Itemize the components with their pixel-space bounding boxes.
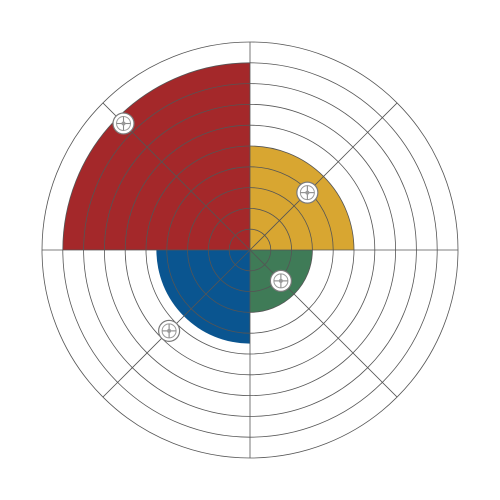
marker-center-dot <box>305 190 310 195</box>
grid-layer <box>41 41 459 459</box>
marker-center-dot <box>167 328 172 333</box>
marker-center-dot <box>278 278 283 283</box>
marker-top-right[interactable] <box>296 181 319 204</box>
spoke-8 <box>249 102 398 251</box>
marker-center-dot <box>121 121 126 126</box>
marker-layer[interactable] <box>112 112 319 342</box>
marker-bottom-left[interactable] <box>158 319 181 342</box>
marker-bottom-right[interactable] <box>269 269 292 292</box>
spoke-2 <box>249 249 398 398</box>
marker-top-left[interactable] <box>112 112 135 135</box>
